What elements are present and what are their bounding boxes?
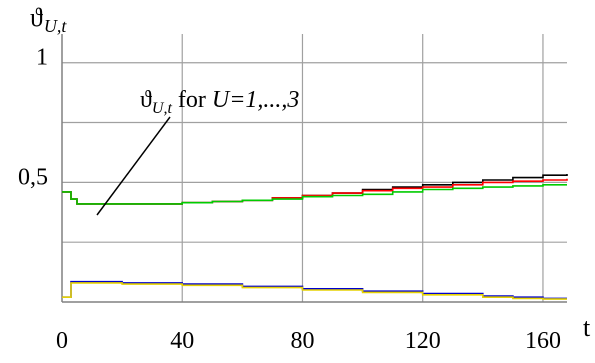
annotation-pointer	[96, 116, 171, 216]
y-axis-label: ϑU,t	[30, 3, 67, 36]
annotation-label: ϑU,t for U=1,...,3	[140, 87, 299, 117]
series-line-2	[62, 184, 567, 205]
x-tick-label-4: 160	[525, 328, 561, 354]
axes	[61, 34, 567, 303]
annotation-for: for	[172, 87, 212, 113]
y-axis-label-main: ϑ	[30, 3, 43, 32]
x-tick-label-2: 80	[290, 328, 314, 354]
y-tick-label-0: 0,5	[18, 164, 48, 190]
y-tick-label-1: 1	[36, 45, 48, 71]
x-tick-label-1: 40	[170, 328, 194, 354]
series-line-0	[62, 174, 568, 205]
annotation-range: U=1,...,3	[212, 87, 300, 113]
annotation-sub: U,t	[152, 100, 173, 117]
y-axis-label-sub: U,t	[44, 16, 67, 36]
series-line-4	[62, 282, 567, 300]
x-tick-label-3: 120	[405, 328, 441, 354]
x-axis-label: t	[583, 313, 591, 342]
gridlines	[62, 34, 567, 302]
tick-labels: 0 40 80 120 160 0,5 1	[18, 45, 561, 354]
annotation-theta: ϑ	[140, 87, 152, 113]
series-lines	[62, 174, 568, 300]
x-tick-label-0: 0	[56, 328, 68, 354]
